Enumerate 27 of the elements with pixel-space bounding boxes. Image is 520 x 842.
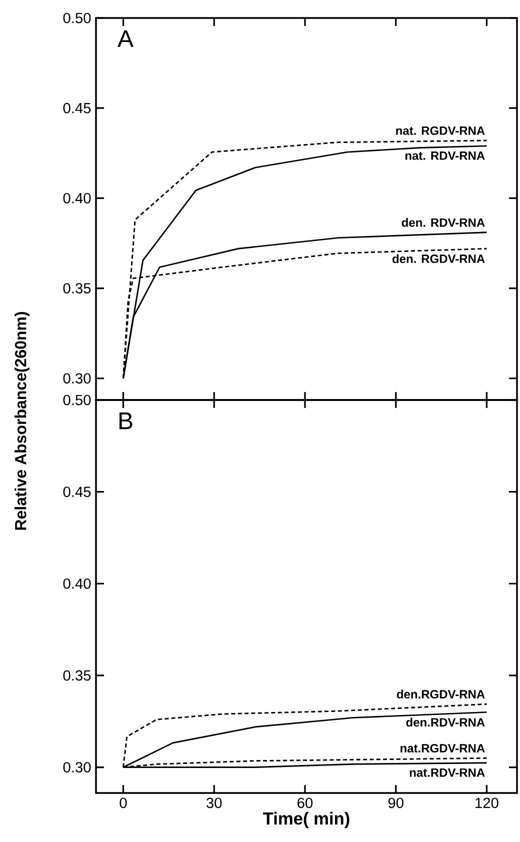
annotation: B (120, 412, 132, 430)
series-label: nat. RGDV-RNA (396, 126, 485, 135)
y-tick-label: 0.50 (63, 394, 91, 406)
y-tick-label: 0.50 (63, 12, 91, 24)
y-axis-title: Relative Absorbance(260nm) (14, 312, 30, 530)
series-label: den.RDV-RNA (406, 718, 485, 727)
y-tick-label: 0.35 (63, 670, 91, 681)
y-tick-label: 0.40 (63, 578, 91, 589)
x-tick-label: 90 (388, 798, 404, 808)
series-label: den. RDV-RNA (402, 218, 485, 227)
y-tick-label: 0.45 (63, 486, 91, 498)
x-axis-title: Time( min) (263, 812, 350, 828)
y-tick-label: 0.30 (63, 373, 91, 384)
x-tick-label: 120 (476, 798, 498, 808)
series-label: den.RGDV-RNA (396, 690, 485, 699)
series-label: den. RGDV-RNA (392, 254, 485, 264)
series-label: nat. RDV-RNA (405, 152, 485, 160)
x-tick-label: 0 (120, 798, 127, 808)
y-tick-label: 0.30 (63, 762, 91, 772)
x-tick-label: 60 (298, 798, 313, 808)
series-label: nat.RGDV-RNA (400, 744, 485, 753)
legend-label: nat.RDV-RNA (410, 768, 485, 777)
y-tick-label: 0.40 (63, 193, 91, 204)
y-tick-label: 0.45 (63, 102, 91, 114)
y-tick-label: 0.35 (63, 283, 91, 294)
annotation: A (118, 30, 134, 47)
x-tick-label: 30 (206, 798, 222, 808)
